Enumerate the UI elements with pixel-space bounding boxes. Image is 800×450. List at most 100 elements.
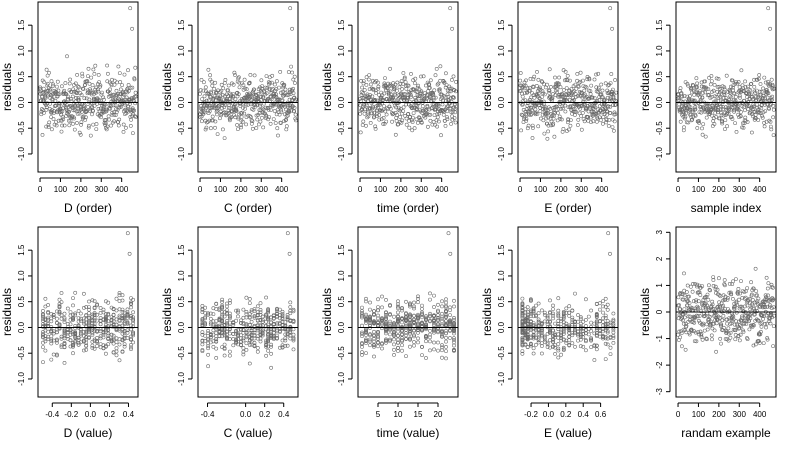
data-point — [416, 336, 420, 341]
data-point — [112, 82, 117, 87]
data-point — [225, 337, 229, 342]
data-point — [722, 85, 727, 90]
x-tick-label: 0.0 — [240, 410, 252, 419]
data-point — [84, 313, 89, 318]
data-point — [114, 326, 119, 331]
data-point — [358, 130, 363, 135]
data-point — [200, 342, 205, 347]
data-point — [203, 333, 208, 338]
data-point — [372, 110, 377, 115]
data-point — [200, 349, 205, 354]
x-tick-label: 400 — [595, 185, 609, 194]
data-point — [213, 125, 217, 130]
data-point — [76, 335, 81, 340]
data-point — [578, 332, 583, 336]
data-point — [581, 319, 586, 324]
data-point — [222, 110, 227, 115]
x-tick-label: 200 — [554, 185, 568, 194]
data-point — [406, 83, 411, 88]
data-point — [695, 284, 699, 289]
data-point — [387, 104, 392, 109]
data-point — [366, 114, 371, 119]
data-point — [380, 318, 384, 323]
data-point — [435, 115, 440, 120]
data-point — [743, 119, 748, 123]
data-point — [766, 106, 771, 111]
data-point — [734, 319, 739, 324]
data-point — [258, 328, 263, 333]
data-point — [681, 312, 686, 317]
data-point — [404, 311, 408, 316]
data-point — [436, 302, 440, 307]
data-point — [268, 108, 273, 113]
data-point — [220, 93, 225, 98]
data-point — [684, 102, 689, 107]
data-point — [364, 330, 368, 335]
data-point — [207, 109, 212, 114]
data-point — [116, 120, 121, 124]
data-point — [556, 111, 560, 115]
data-point — [98, 306, 103, 310]
data-point — [92, 318, 97, 323]
data-point — [523, 83, 528, 88]
data-point — [57, 297, 62, 302]
data-point — [117, 291, 122, 295]
data-point — [252, 333, 257, 338]
data-point — [106, 336, 111, 341]
data-point — [41, 86, 46, 91]
data-point — [200, 317, 205, 321]
data-point — [547, 88, 552, 93]
data-point — [684, 111, 688, 116]
data-point — [101, 332, 106, 337]
data-point — [454, 80, 458, 84]
data-point — [421, 74, 426, 79]
data-point — [731, 314, 736, 319]
data-point — [556, 311, 561, 316]
data-point — [200, 307, 205, 312]
data-point — [388, 321, 392, 326]
data-point — [531, 314, 536, 319]
data-point — [99, 101, 104, 106]
data-point — [696, 330, 701, 335]
y-tick-label: -1.0 — [177, 147, 186, 161]
data-point — [252, 307, 257, 312]
data-point — [570, 308, 575, 313]
data-point — [280, 98, 285, 103]
data-point — [230, 101, 235, 106]
data-point — [568, 118, 573, 123]
data-point — [542, 335, 547, 340]
y-axis-title: residuals — [160, 288, 174, 336]
data-point — [214, 301, 219, 306]
data-point — [567, 304, 572, 309]
data-point — [377, 108, 382, 112]
data-point — [259, 78, 264, 83]
data-point — [556, 313, 561, 318]
data-point — [219, 88, 224, 93]
data-point — [448, 6, 453, 11]
data-point — [743, 85, 748, 90]
data-point — [603, 315, 608, 320]
data-point — [519, 112, 524, 117]
data-point — [95, 340, 100, 345]
panel-2: 0 100 200 300 400-1.0-0.50.00.51.01.5C (orde… — [160, 1, 299, 215]
data-point — [738, 114, 743, 118]
data-point — [227, 118, 232, 123]
data-point — [400, 324, 404, 329]
data-point — [60, 84, 64, 89]
data-point — [396, 340, 400, 345]
data-point — [444, 349, 448, 354]
data-point — [392, 331, 396, 336]
data-point — [426, 112, 431, 117]
data-point — [39, 91, 44, 95]
data-point — [104, 328, 108, 332]
data-point — [448, 319, 452, 324]
data-point — [408, 114, 413, 119]
data-point — [281, 93, 286, 98]
data-point — [568, 104, 573, 109]
data-point — [388, 312, 392, 317]
data-point — [232, 113, 237, 118]
data-point — [263, 105, 268, 110]
data-point — [605, 342, 610, 347]
y-tick-label: 0.0 — [17, 96, 26, 108]
x-tick-label: 300 — [733, 410, 747, 419]
